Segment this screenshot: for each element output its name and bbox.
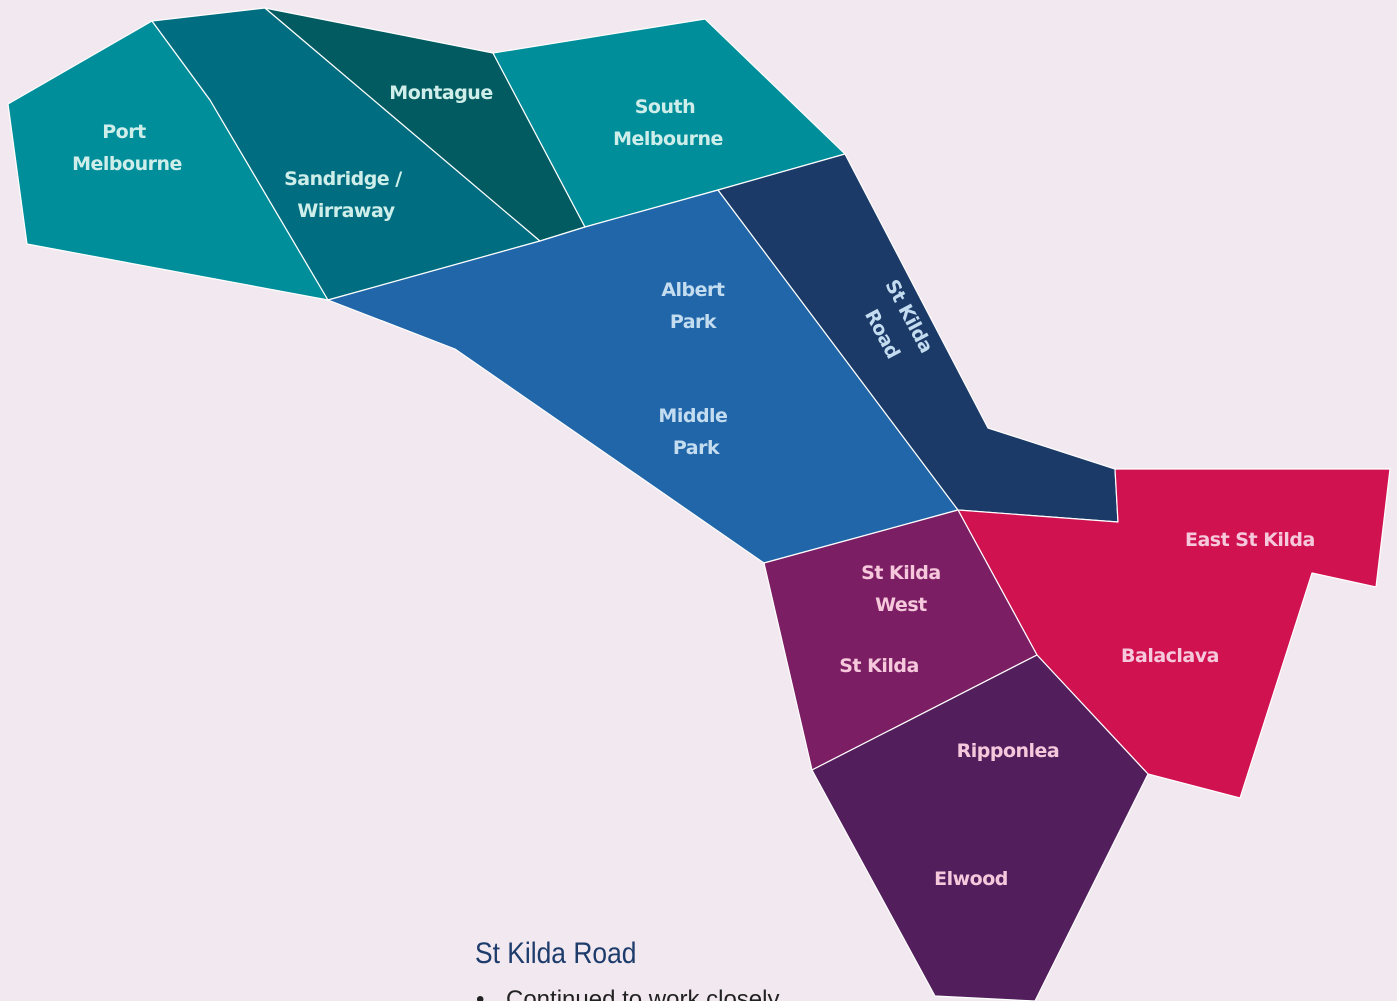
region-ripponlea-elwood-shape[interactable] xyxy=(811,654,1149,1001)
bullet-list: Continued to work closely xyxy=(476,986,779,1001)
section-heading: St Kilda Road xyxy=(475,937,637,970)
bullet-item: Continued to work closely xyxy=(476,986,779,1001)
